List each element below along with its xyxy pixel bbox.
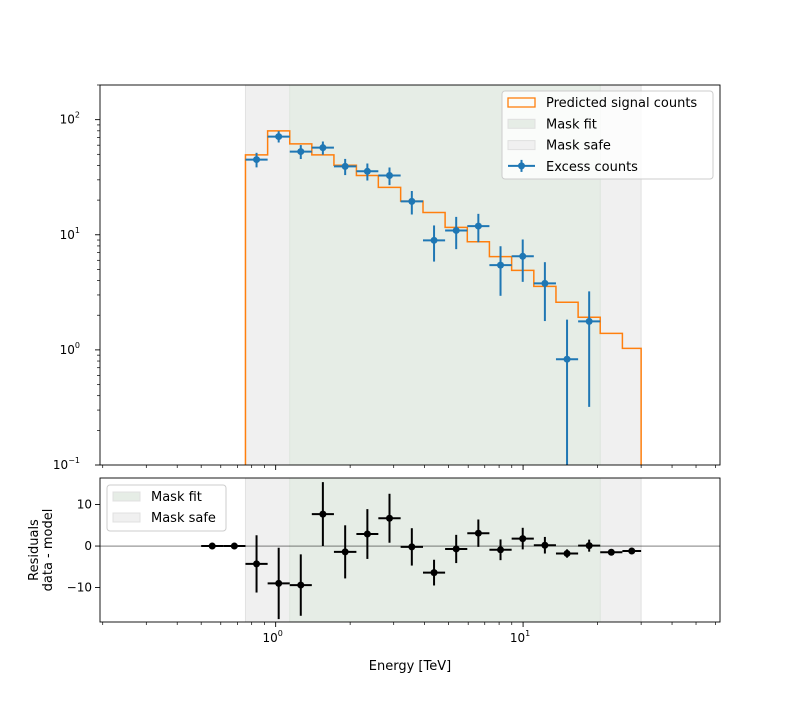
y-tick-exponent: 0 bbox=[75, 341, 80, 350]
plot-area bbox=[100, 478, 720, 622]
legend-mask-swatch bbox=[507, 140, 536, 151]
residual-point bbox=[585, 542, 593, 550]
bottom-legend: Mask fit Mask safe bbox=[106, 484, 227, 532]
excess-counts-point bbox=[385, 172, 393, 180]
residual-point bbox=[628, 547, 636, 555]
residual-point bbox=[253, 560, 261, 568]
residual-point bbox=[297, 581, 305, 589]
excess-counts-point bbox=[253, 156, 261, 164]
residual-point bbox=[363, 530, 371, 538]
y-tick-exponent: 1 bbox=[75, 226, 80, 235]
excess-counts-point bbox=[363, 167, 371, 175]
residual-point bbox=[319, 510, 327, 518]
y-tick-label: 0 bbox=[84, 539, 92, 553]
legend-label: Predicted signal counts bbox=[546, 96, 697, 111]
y-tick-label: 101 bbox=[60, 226, 80, 242]
residual-point bbox=[430, 569, 438, 577]
legend-label: Excess counts bbox=[546, 160, 638, 175]
residual-point bbox=[497, 546, 505, 554]
legend-frame bbox=[501, 90, 714, 180]
y-tick-label: 10−1 bbox=[53, 456, 80, 472]
legend-mask-swatch bbox=[507, 118, 536, 129]
y-tick-label: 10 bbox=[77, 498, 92, 512]
residual-point bbox=[341, 548, 349, 556]
excess-counts-point bbox=[519, 252, 527, 260]
excess-counts-point bbox=[585, 317, 593, 325]
residual-point bbox=[385, 514, 393, 522]
top-legend: Predicted signal counts Mask fit Mask safe… bbox=[501, 90, 714, 180]
excess-counts-point bbox=[452, 226, 460, 234]
residual-point bbox=[519, 535, 527, 543]
legend-label: Mask fit bbox=[546, 117, 597, 132]
bottom-axes-frame bbox=[99, 477, 721, 623]
excess-counts-point bbox=[275, 133, 283, 141]
y-tick-exponent: −1 bbox=[68, 456, 80, 465]
excess-counts-point bbox=[474, 222, 482, 230]
top-axes-frame bbox=[99, 84, 721, 466]
predicted-counts-step bbox=[244, 130, 642, 465]
y-tick-label: 100 bbox=[60, 341, 80, 357]
y-axis-label-line2: data - model bbox=[41, 509, 56, 592]
excess-counts-point bbox=[297, 148, 305, 156]
legend-mask-swatch bbox=[112, 491, 141, 502]
excess-counts-point bbox=[408, 197, 416, 205]
y-tick-exponent: 2 bbox=[75, 111, 80, 120]
residual-point bbox=[607, 548, 615, 556]
legend-mask-swatch bbox=[112, 512, 141, 523]
y-tick-label: −10 bbox=[67, 581, 92, 595]
excess-counts-point bbox=[319, 144, 327, 152]
excess-counts-point bbox=[430, 236, 438, 244]
x-tick-label: 100 bbox=[262, 629, 282, 645]
legend-label: Mask fit bbox=[151, 490, 202, 505]
legend-label: Mask safe bbox=[151, 511, 216, 526]
residual-point bbox=[230, 542, 238, 550]
legend-predicted-swatch bbox=[507, 97, 536, 108]
y-axis-label-line1: Residuals bbox=[27, 519, 42, 581]
residual-point bbox=[474, 529, 482, 537]
residual-point bbox=[541, 541, 549, 549]
x-tick-label: 101 bbox=[510, 629, 530, 645]
residual-point bbox=[408, 543, 416, 551]
mask-fit-region bbox=[289, 478, 601, 622]
x-axis-label: Energy [TeV] bbox=[369, 659, 451, 674]
excess-counts-point bbox=[541, 279, 549, 287]
excess-counts-point bbox=[497, 261, 505, 269]
residual-point bbox=[452, 545, 460, 553]
residual-point bbox=[563, 550, 571, 558]
residual-point bbox=[208, 542, 216, 550]
legend-label: Mask safe bbox=[546, 139, 611, 154]
legend-errorbar-point bbox=[518, 162, 525, 170]
x-tick-exponent: 1 bbox=[525, 629, 530, 638]
x-tick-exponent: 0 bbox=[278, 629, 283, 638]
residual-point bbox=[275, 579, 283, 587]
excess-counts-point bbox=[341, 162, 349, 170]
excess-counts-point bbox=[563, 355, 571, 363]
y-tick-label: 102 bbox=[60, 111, 80, 127]
